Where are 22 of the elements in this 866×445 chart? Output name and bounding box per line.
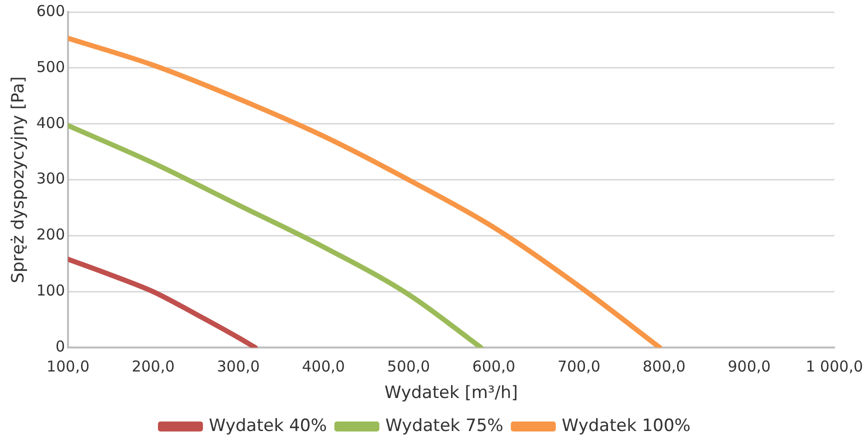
x-tick-label: 700,0 bbox=[557, 357, 600, 376]
x-tick-label: 200,0 bbox=[132, 357, 175, 376]
y-tick-label: 400 bbox=[36, 114, 66, 132]
x-tick-label: 800,0 bbox=[642, 357, 686, 376]
legend-label: Wydatek 40% bbox=[208, 416, 327, 436]
y-tick-label: 200 bbox=[36, 226, 66, 244]
y-tick-label: 500 bbox=[36, 58, 66, 76]
y-axis-title: Spręż dyspozycyjny [Pa] bbox=[8, 76, 29, 284]
x-tick-label: 300,0 bbox=[216, 357, 260, 376]
legend-label: Wydatek 100% bbox=[562, 416, 691, 436]
x-tick-label: 600,0 bbox=[472, 357, 516, 376]
x-tick-label: 400,0 bbox=[302, 357, 345, 376]
y-tick-label: 100 bbox=[36, 282, 66, 300]
x-tick-label: 1 000,0 bbox=[806, 357, 864, 376]
x-axis-title: Wydatek [m³/h] bbox=[384, 383, 518, 404]
x-tick-label: 500,0 bbox=[387, 357, 430, 376]
x-tick-label: 900,0 bbox=[728, 357, 771, 376]
y-tick-label: 300 bbox=[36, 170, 66, 188]
y-tick-label: 600 bbox=[36, 2, 66, 20]
legend-label: Wydatek 75% bbox=[385, 416, 504, 436]
x-tick-label: 100,0 bbox=[46, 357, 90, 376]
y-tick-label: 0 bbox=[55, 337, 66, 356]
